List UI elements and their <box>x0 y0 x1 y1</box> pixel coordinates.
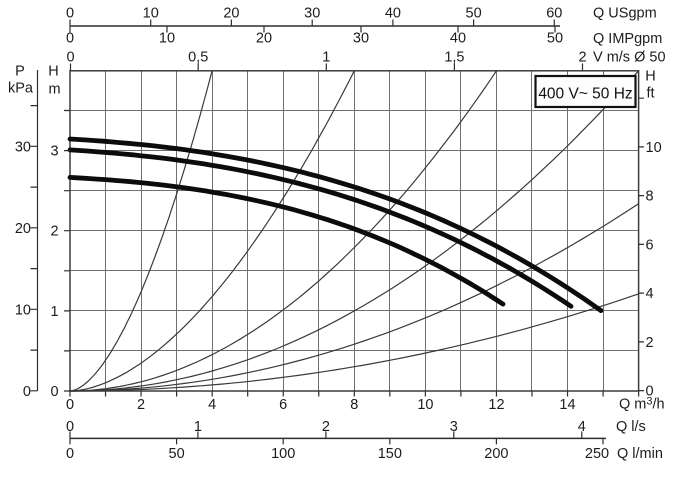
svg-text:10: 10 <box>159 31 175 47</box>
svg-text:20: 20 <box>223 6 239 22</box>
svg-text:0: 0 <box>66 6 74 22</box>
svg-text:200: 200 <box>484 446 508 462</box>
svg-text:100: 100 <box>271 446 295 462</box>
svg-text:0: 0 <box>50 384 58 400</box>
svg-text:m: m <box>48 82 60 98</box>
svg-text:0: 0 <box>646 384 654 400</box>
svg-text:1: 1 <box>50 304 58 320</box>
svg-text:2: 2 <box>137 397 145 413</box>
svg-text:Q m3/h: Q m3/h <box>619 396 665 413</box>
svg-text:8: 8 <box>350 397 358 413</box>
svg-text:150: 150 <box>378 446 402 462</box>
svg-text:10: 10 <box>646 140 662 156</box>
svg-text:3: 3 <box>450 419 458 435</box>
svg-text:6: 6 <box>646 237 654 253</box>
svg-text:0: 0 <box>23 384 31 400</box>
svg-text:Q USgpm: Q USgpm <box>593 6 657 22</box>
svg-text:0: 0 <box>66 31 74 47</box>
svg-text:Q l/s: Q l/s <box>616 419 646 435</box>
svg-text:10: 10 <box>143 6 159 22</box>
svg-text:ft: ft <box>646 86 654 102</box>
svg-text:20: 20 <box>15 221 31 237</box>
svg-text:0: 0 <box>66 419 74 435</box>
svg-text:0: 0 <box>66 50 74 66</box>
svg-text:Q IMPgpm: Q IMPgpm <box>593 31 662 47</box>
svg-text:0: 0 <box>66 397 74 413</box>
svg-text:20: 20 <box>256 31 272 47</box>
svg-text:1,5: 1,5 <box>444 50 464 66</box>
svg-text:12: 12 <box>488 397 504 413</box>
svg-text:10: 10 <box>417 397 433 413</box>
svg-text:P: P <box>15 64 25 80</box>
svg-text:Q l/min: Q l/min <box>617 446 663 462</box>
svg-text:0,5: 0,5 <box>188 50 208 66</box>
svg-text:4: 4 <box>646 286 654 302</box>
svg-text:V m/s Ø 50: V m/s Ø 50 <box>593 50 666 66</box>
svg-text:40: 40 <box>385 6 401 22</box>
svg-text:6: 6 <box>279 397 287 413</box>
svg-text:2: 2 <box>50 224 58 240</box>
svg-text:50: 50 <box>466 6 482 22</box>
svg-text:50: 50 <box>169 446 185 462</box>
svg-text:2: 2 <box>578 50 586 66</box>
svg-text:400 V~ 50 Hz: 400 V~ 50 Hz <box>538 86 632 103</box>
svg-text:4: 4 <box>578 419 586 435</box>
svg-text:30: 30 <box>353 31 369 47</box>
svg-text:60: 60 <box>546 6 562 22</box>
svg-text:8: 8 <box>646 189 654 205</box>
svg-text:kPa: kPa <box>8 81 34 97</box>
svg-text:30: 30 <box>15 139 31 155</box>
svg-text:40: 40 <box>450 31 466 47</box>
svg-text:2: 2 <box>322 419 330 435</box>
svg-text:10: 10 <box>15 302 31 318</box>
svg-text:14: 14 <box>559 397 575 413</box>
svg-text:H: H <box>48 64 58 80</box>
svg-text:30: 30 <box>304 6 320 22</box>
svg-text:3: 3 <box>50 144 58 160</box>
svg-text:1: 1 <box>322 50 330 66</box>
svg-text:H: H <box>645 69 655 85</box>
svg-text:50: 50 <box>547 31 563 47</box>
svg-text:0: 0 <box>66 446 74 462</box>
svg-text:4: 4 <box>208 397 216 413</box>
svg-text:250: 250 <box>585 446 609 462</box>
svg-text:1: 1 <box>194 419 202 435</box>
svg-text:2: 2 <box>646 335 654 351</box>
